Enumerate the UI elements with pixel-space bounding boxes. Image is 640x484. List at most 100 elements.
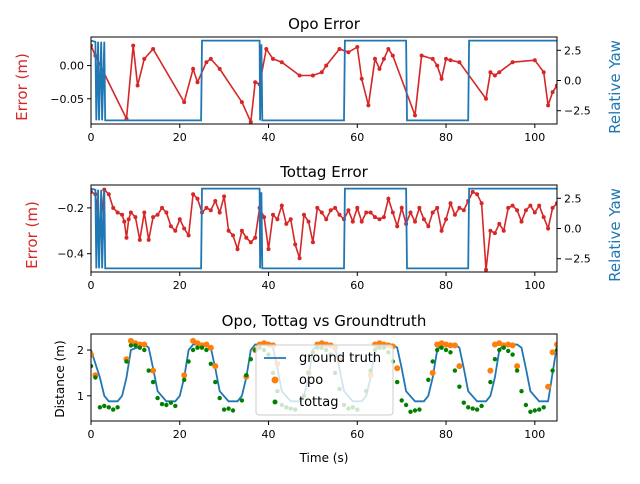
opo-point: [456, 363, 463, 370]
error-point: [537, 203, 542, 208]
y2-tick-label: 2.5: [564, 44, 582, 57]
opo-point: [194, 340, 201, 347]
error-point: [213, 199, 218, 203]
tottag-point: [115, 405, 120, 410]
error-point: [484, 96, 488, 101]
error-point: [315, 205, 320, 210]
error-point: [350, 219, 355, 224]
tottag-point: [128, 343, 134, 348]
error-point: [293, 242, 298, 247]
tottag-point: [514, 368, 520, 373]
error-point: [155, 212, 160, 217]
tottag-point: [412, 408, 418, 413]
legend-label-groundtruth: ground truth: [299, 351, 381, 366]
tottag-point: [399, 398, 404, 403]
error-point: [217, 210, 222, 215]
tottag-point: [230, 408, 236, 413]
x-tick-label: 20: [173, 279, 187, 292]
error-point: [488, 228, 493, 233]
error-point: [484, 267, 488, 272]
tottag-point: [443, 347, 449, 353]
error-point: [510, 203, 515, 208]
error-point: [528, 203, 533, 208]
error-point: [413, 113, 417, 118]
error-point: [506, 205, 511, 210]
error-point: [177, 217, 182, 222]
tottag-point: [124, 359, 129, 364]
error-point: [419, 53, 424, 58]
error-point: [124, 235, 129, 240]
error-point: [266, 247, 271, 252]
error-point: [168, 224, 173, 229]
opo-error-ylabel: Error (m): [13, 53, 31, 121]
error-point: [324, 217, 329, 222]
tottag-point: [461, 400, 466, 405]
x-tick-label: 0: [88, 428, 95, 441]
x-tick-label: 80: [439, 131, 453, 144]
x-tick-label: 20: [173, 131, 187, 144]
legend-swatch-tottag: [272, 399, 278, 405]
error-point: [337, 47, 342, 51]
error-point: [135, 83, 140, 88]
error-point: [122, 219, 127, 224]
tottag-point: [532, 408, 537, 413]
error-point: [346, 208, 351, 213]
error-point: [364, 210, 369, 215]
tottag-point: [537, 407, 542, 412]
tottag-error-title: Tottag Error: [279, 163, 368, 181]
tottag-point: [146, 368, 151, 373]
error-point: [142, 56, 147, 61]
error-point: [390, 210, 395, 215]
error-point: [173, 228, 178, 233]
error-point: [444, 56, 448, 61]
error-point: [377, 217, 382, 222]
groundtruth-panel: Opo, Tottag vs Groundtruth Distance (m) …: [53, 312, 558, 465]
tottag-point: [501, 345, 506, 350]
opo-point: [136, 341, 143, 348]
error-point: [439, 76, 444, 81]
x-tick-label: 40: [262, 131, 276, 144]
error-point: [492, 73, 497, 78]
error-point: [381, 56, 386, 61]
error-point: [470, 189, 475, 194]
error-point: [248, 120, 253, 124]
tottag-error-y2label: Relative Yaw: [606, 188, 624, 282]
error-point: [133, 215, 138, 220]
error-point: [430, 56, 435, 61]
error-point: [426, 224, 431, 229]
error-point: [359, 76, 364, 81]
tottag-point: [221, 407, 227, 412]
error-point: [386, 47, 391, 51]
tottag-point: [239, 398, 245, 403]
opo-point: [394, 365, 401, 372]
error-point: [239, 100, 244, 105]
error-point: [435, 205, 440, 210]
error-point: [275, 217, 280, 222]
tottag-point: [448, 350, 453, 355]
error-point: [399, 205, 404, 210]
opo-point: [514, 363, 521, 370]
error-point: [435, 63, 440, 68]
error-point: [541, 215, 546, 220]
error-point: [222, 194, 227, 199]
opo-point: [554, 341, 557, 348]
error-point: [191, 66, 196, 71]
error-point: [355, 205, 360, 210]
error-point: [541, 70, 546, 75]
error-point: [421, 217, 426, 222]
tottag-point: [91, 363, 94, 369]
error-point: [195, 196, 200, 201]
opo-point: [447, 342, 454, 349]
y-tick-label: −0.4: [57, 248, 84, 261]
x-tick-label: 60: [350, 279, 364, 292]
error-point: [475, 192, 480, 197]
error-point: [120, 212, 125, 217]
y2-tick-label: 0.0: [564, 223, 582, 236]
opo-point: [451, 342, 458, 349]
error-point: [546, 103, 551, 108]
groundtruth-ylabel: Distance (m): [53, 340, 67, 417]
error-point: [111, 205, 116, 210]
error-point: [497, 221, 502, 226]
opo-point: [207, 344, 214, 351]
tottag-point: [142, 347, 147, 353]
